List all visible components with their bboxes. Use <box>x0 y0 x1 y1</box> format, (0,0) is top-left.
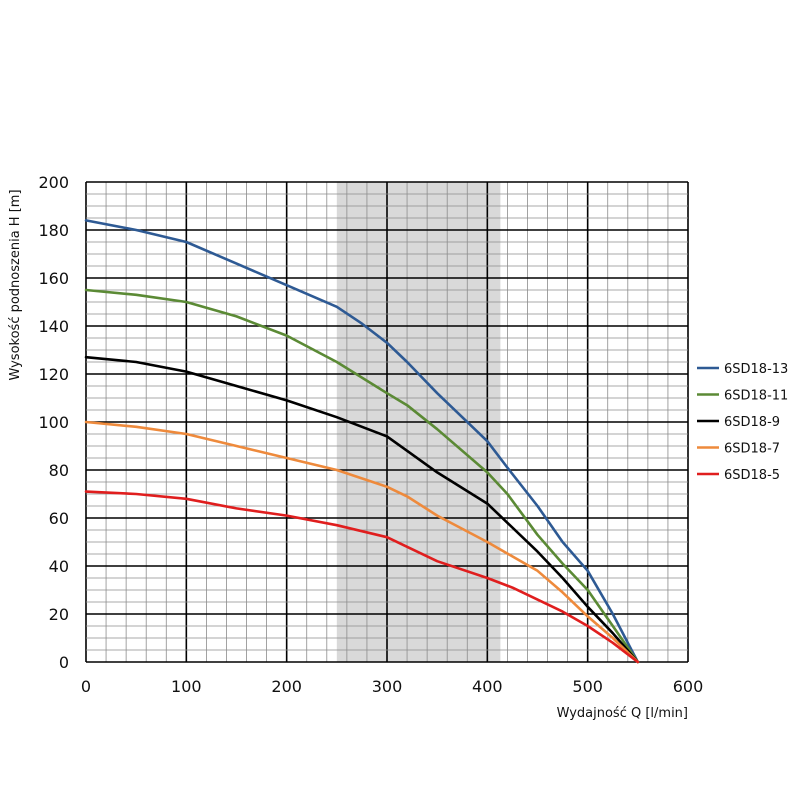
x-axis-title: Wydajność Q [l/min] <box>557 706 688 721</box>
series-line-6SD18-9 <box>84 355 640 664</box>
y-tick-label: 140 <box>38 317 69 336</box>
x-tick-label: 500 <box>572 677 603 696</box>
y-tick-label: 200 <box>38 173 69 192</box>
series-line-6SD18-11 <box>84 288 640 664</box>
y-tick-label: 40 <box>49 557 69 576</box>
y-tick-label: 0 <box>59 653 69 672</box>
x-tick-label: 200 <box>271 677 302 696</box>
y-tick-label: 20 <box>49 605 69 624</box>
y-axis-title: Wysokość podnoszenia H [m] <box>8 189 23 380</box>
x-tick-label: 600 <box>673 677 704 696</box>
x-tick-label: 100 <box>171 677 202 696</box>
y-tick-label: 100 <box>38 413 69 432</box>
series-layer <box>84 219 640 664</box>
tick-labels-layer: 0 100 200 300 400 500 600 0 20 40 60 80 100 120 140 160… <box>38 173 703 696</box>
legend-label: 6SD18-5 <box>724 468 780 483</box>
series-line-6SD18-13 <box>84 219 640 664</box>
y-tick-label: 160 <box>38 269 69 288</box>
legend-label: 6SD18-9 <box>724 415 780 430</box>
legend-label: 6SD18-7 <box>724 442 780 457</box>
x-tick-label: 400 <box>472 677 503 696</box>
series-line-6SD18-7 <box>84 420 640 664</box>
x-tick-label: 300 <box>372 677 403 696</box>
y-tick-label: 120 <box>38 365 69 384</box>
legend: 6SD18-13 6SD18-11 6SD18-9 6SD18-7 6SD18-5 <box>697 362 788 483</box>
legend-label: 6SD18-11 <box>724 389 788 404</box>
series-line-6SD18-5 <box>84 490 640 664</box>
legend-label: 6SD18-13 <box>724 362 788 377</box>
y-tick-label: 180 <box>38 221 69 240</box>
y-tick-label: 80 <box>49 461 69 480</box>
x-tick-label: 0 <box>81 677 91 696</box>
y-tick-label: 60 <box>49 509 69 528</box>
